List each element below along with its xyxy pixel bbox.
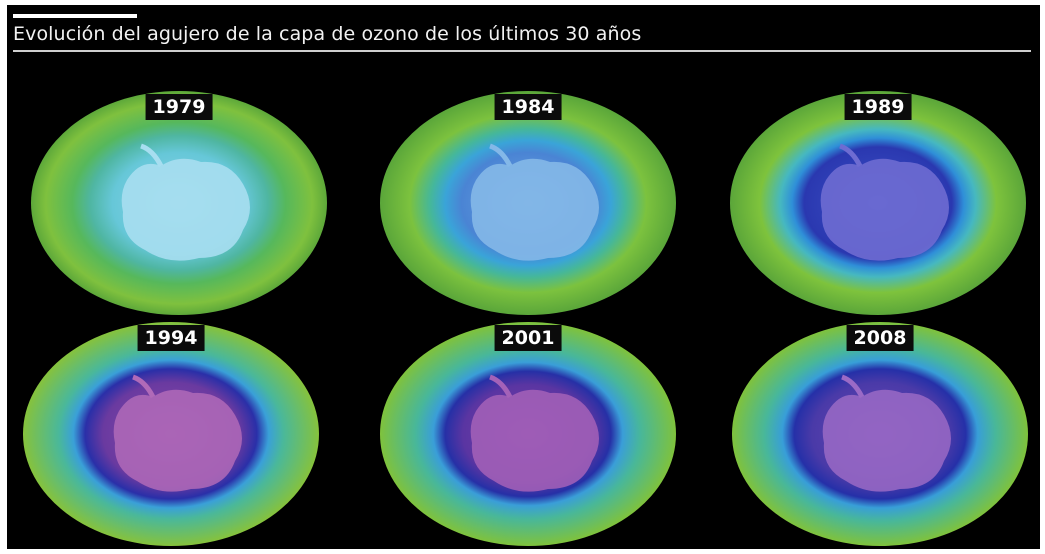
year-label-1989: 1989	[844, 94, 912, 120]
ozone-map-1989: 1989	[728, 88, 1028, 318]
infographic-title: Evolución del agujero de la capa de ozon…	[13, 23, 642, 45]
ozone-globe-1989	[730, 91, 1026, 315]
ozone-globe-1994	[23, 322, 319, 546]
ozone-map-1984: 1984	[378, 88, 678, 318]
ozone-map-2008: 2008	[730, 319, 1030, 549]
year-label-1994: 1994	[137, 325, 205, 351]
infographic: Evolución del agujero de la capa de ozon…	[7, 5, 1040, 549]
year-label-1984: 1984	[494, 94, 562, 120]
year-label-2008: 2008	[846, 325, 914, 351]
ozone-globe-1979	[31, 91, 327, 315]
title-underline	[13, 50, 1031, 52]
ozone-map-1979: 1979	[29, 88, 329, 318]
ozone-globe-2008	[732, 322, 1028, 546]
ozone-map-2001: 2001	[378, 319, 678, 549]
title-accent-bar	[13, 14, 137, 18]
ozone-globe-1984	[380, 91, 676, 315]
year-label-1979: 1979	[145, 94, 213, 120]
ozone-globe-2001	[380, 322, 676, 546]
ozone-map-1994: 1994	[21, 319, 321, 549]
year-label-2001: 2001	[494, 325, 562, 351]
